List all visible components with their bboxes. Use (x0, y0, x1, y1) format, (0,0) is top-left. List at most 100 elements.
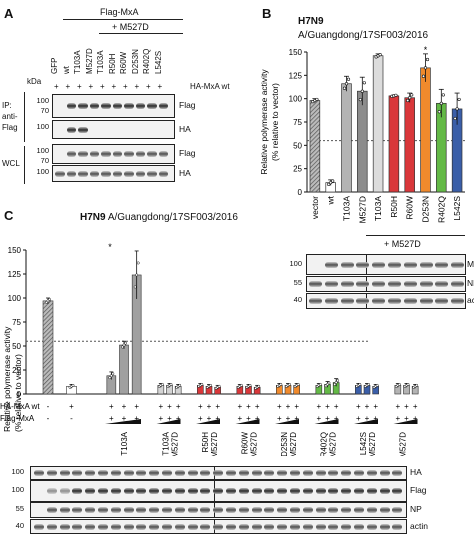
y-tick-label: 0 (298, 188, 303, 197)
flag-sign: + (316, 414, 321, 423)
group-label: R402Q+M527D (320, 432, 338, 456)
ha-mxa-sign: + (146, 82, 151, 91)
flag-sign: + (395, 414, 400, 423)
flag-sign: + (167, 414, 172, 423)
concentration-wedge (314, 419, 339, 424)
bar (404, 97, 415, 193)
x-tick-label: R50H (389, 196, 399, 218)
protein-band (251, 507, 262, 513)
blot-label-flag: Flag (410, 485, 427, 495)
data-point (421, 74, 426, 78)
panel-c-chart: 0 25 50 75 100 125 150 Relative polymerase acti… (0, 242, 419, 456)
protein-band (187, 470, 198, 476)
data-point (296, 382, 300, 386)
blot-flag (30, 480, 407, 502)
protein-band (187, 507, 198, 513)
data-point (257, 384, 261, 388)
protein-band (162, 507, 172, 513)
lane-label: GFP (50, 57, 59, 74)
protein-band (341, 523, 352, 530)
blot-actin (306, 293, 466, 309)
ha-sign: + (134, 402, 139, 411)
data-point (410, 93, 414, 97)
data-point (111, 372, 115, 376)
group-label: D253N+M527D (280, 432, 298, 456)
data-point (160, 382, 164, 386)
bar (42, 300, 54, 395)
bar (388, 95, 400, 193)
protein-band (110, 470, 121, 476)
group-label: R60W+M527D (241, 432, 259, 456)
protein-band (379, 488, 390, 494)
protein-band (379, 470, 390, 476)
ha-sign: + (158, 402, 163, 411)
y-tick-label: 75 (12, 318, 21, 327)
ha-sign: + (404, 402, 409, 411)
flag-sign: - (70, 414, 73, 423)
protein-band (200, 523, 211, 530)
flag-sign: + (255, 414, 260, 423)
protein-band (149, 470, 160, 476)
concentration-wedge (235, 419, 260, 424)
bar (357, 90, 368, 193)
protein-band (302, 523, 313, 530)
data-point (331, 179, 335, 183)
protein-band (372, 298, 386, 304)
protein-band (200, 507, 211, 513)
ha-mxa-sign: + (65, 82, 71, 91)
protein-band (162, 488, 172, 494)
flag-sign: + (198, 414, 203, 423)
protein-band (72, 507, 83, 513)
flag-mxa-bracket (63, 19, 183, 20)
ha-mxa-sign: + (77, 82, 82, 91)
panel-b-m527d-title: + M527D (384, 239, 421, 249)
data-point (122, 343, 126, 347)
protein-band (200, 488, 211, 494)
protein-band (66, 151, 76, 157)
protein-band (72, 470, 83, 476)
protein-band (46, 470, 57, 476)
panel-a: Flag-MxA + M527D kDa GFP wt T103A M527D T103… (0, 0, 240, 190)
protein-band (123, 523, 134, 530)
ha-sign: + (365, 402, 370, 411)
ha-sign: + (122, 402, 127, 411)
data-point (327, 381, 331, 385)
protein-band (392, 523, 403, 530)
mw-marker: 70 (40, 156, 49, 165)
protein-band (356, 261, 370, 268)
data-point (71, 383, 75, 387)
panel-b-virus-title: H7N9 (298, 16, 324, 27)
concentration-wedge (196, 419, 220, 424)
protein-band (34, 470, 44, 476)
data-point (453, 116, 457, 121)
blot-ha (52, 165, 175, 182)
protein-band (366, 470, 377, 476)
data-point (327, 182, 331, 186)
protein-band (328, 470, 339, 476)
data-point (406, 382, 410, 386)
group-label: T103A (120, 431, 129, 455)
protein-band (328, 523, 339, 530)
data-point (437, 110, 441, 114)
protein-band (147, 103, 157, 109)
data-point (178, 383, 182, 387)
mw-marker: 100 (36, 146, 49, 155)
ha-sign: + (373, 402, 378, 411)
protein-band (213, 470, 224, 476)
protein-band (435, 298, 449, 304)
protein-band (290, 523, 300, 530)
protein-band (89, 151, 99, 157)
protein-band (135, 103, 145, 109)
blot-label-np: NP (410, 504, 422, 514)
protein-band (388, 281, 401, 287)
concentration-wedge (354, 419, 378, 424)
bar (420, 67, 431, 193)
data-point (406, 98, 410, 103)
concentration-wedge (105, 419, 141, 424)
mw-marker: 55 (15, 504, 24, 513)
protein-band (136, 488, 147, 494)
protein-band (356, 281, 370, 287)
protein-band (174, 523, 185, 530)
m527d-subgroup-title: + M527D (112, 22, 149, 32)
blot-flag (52, 144, 175, 164)
